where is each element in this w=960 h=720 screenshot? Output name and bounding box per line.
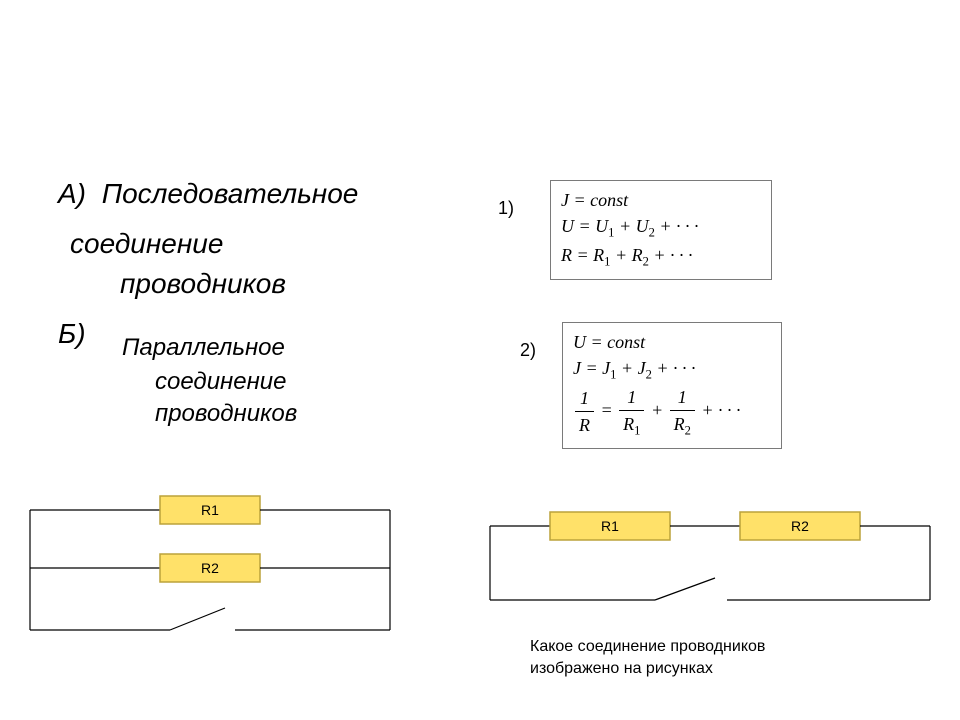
parallel-r1-label: R1	[201, 502, 219, 518]
label-a: А) Последовательное	[58, 178, 358, 210]
parallel-r2-label: R2	[201, 560, 219, 576]
f2-fracL-den: R	[575, 411, 594, 438]
caption-line2: изображено на рисунках	[530, 658, 765, 680]
formula-box-2: U = const J = J1 + J2 + · · · 1 R = 1 R1…	[562, 322, 782, 449]
series-r2-label: R2	[791, 518, 809, 534]
label-b: Б)	[58, 318, 86, 350]
title-b-line2: соединение	[155, 368, 287, 396]
f2-f2-num: 1	[670, 384, 695, 410]
f1-l3-tail: + · · ·	[649, 245, 693, 265]
f1-l2-tail: + · · ·	[655, 216, 699, 236]
f2-plus1: +	[651, 400, 668, 420]
f1-line2: U = U1 + U2 + · · ·	[561, 213, 761, 242]
caption-line1: Какое соединение проводников	[530, 636, 765, 658]
f2-line2: J = J1 + J2 + · · ·	[573, 355, 771, 384]
f2-l2-tail: + · · ·	[652, 358, 696, 378]
f2-l2-pre: J = J	[573, 358, 610, 378]
f2-f2-den-sub: 2	[685, 424, 691, 438]
f2-fracL-num: 1	[575, 385, 594, 411]
f2-l2-mid: + J	[616, 358, 645, 378]
circuit-parallel: R1 R2	[20, 490, 400, 650]
title-a-line2: соединение	[70, 228, 223, 260]
f2-line1: U = const	[573, 329, 771, 355]
f2-f1-den-sym: R	[623, 414, 634, 434]
f1-l3-mid: + R	[610, 245, 642, 265]
title-a-line3: проводников	[120, 268, 286, 300]
label-a-text: А)	[58, 178, 86, 209]
circuit-series: R1 R2	[480, 500, 940, 620]
f1-line1: J = const	[561, 187, 761, 213]
f2-f1-den: R1	[619, 410, 644, 440]
f2-f2-den-sym: R	[674, 414, 685, 434]
f2-f2-den: R2	[670, 410, 695, 440]
series-r1-label: R1	[601, 518, 619, 534]
title-a-line1: Последовательное	[102, 178, 359, 209]
caption: Какое соединение проводников изображено …	[530, 636, 765, 679]
title-b-line3: проводников	[155, 400, 297, 428]
f1-l3-pre: R = R	[561, 245, 604, 265]
formula-box-1: J = const U = U1 + U2 + · · · R = R1 + R…	[550, 180, 772, 280]
f1-l2-pre: U = U	[561, 216, 608, 236]
f2-f1-num: 1	[619, 384, 644, 410]
f2-frac-2: 1 R2	[670, 384, 695, 440]
f2-frac-L: 1 R	[575, 385, 594, 438]
slide: А) Последовательное соединение проводник…	[0, 0, 960, 720]
f2-eq: =	[601, 400, 618, 420]
f2-frac-1: 1 R1	[619, 384, 644, 440]
title-b-line1: Параллельное	[122, 334, 285, 362]
f2-line3: 1 R = 1 R1 + 1 R2 + · · ·	[573, 384, 771, 440]
f2-f1-den-sub: 1	[634, 424, 640, 438]
f1-line3: R = R1 + R2 + · · ·	[561, 242, 761, 271]
f2-tail: + · · ·	[701, 400, 740, 420]
formula2-index: 2)	[520, 340, 536, 361]
formula1-index: 1)	[498, 198, 514, 219]
f1-l2-mid: + U	[614, 216, 648, 236]
